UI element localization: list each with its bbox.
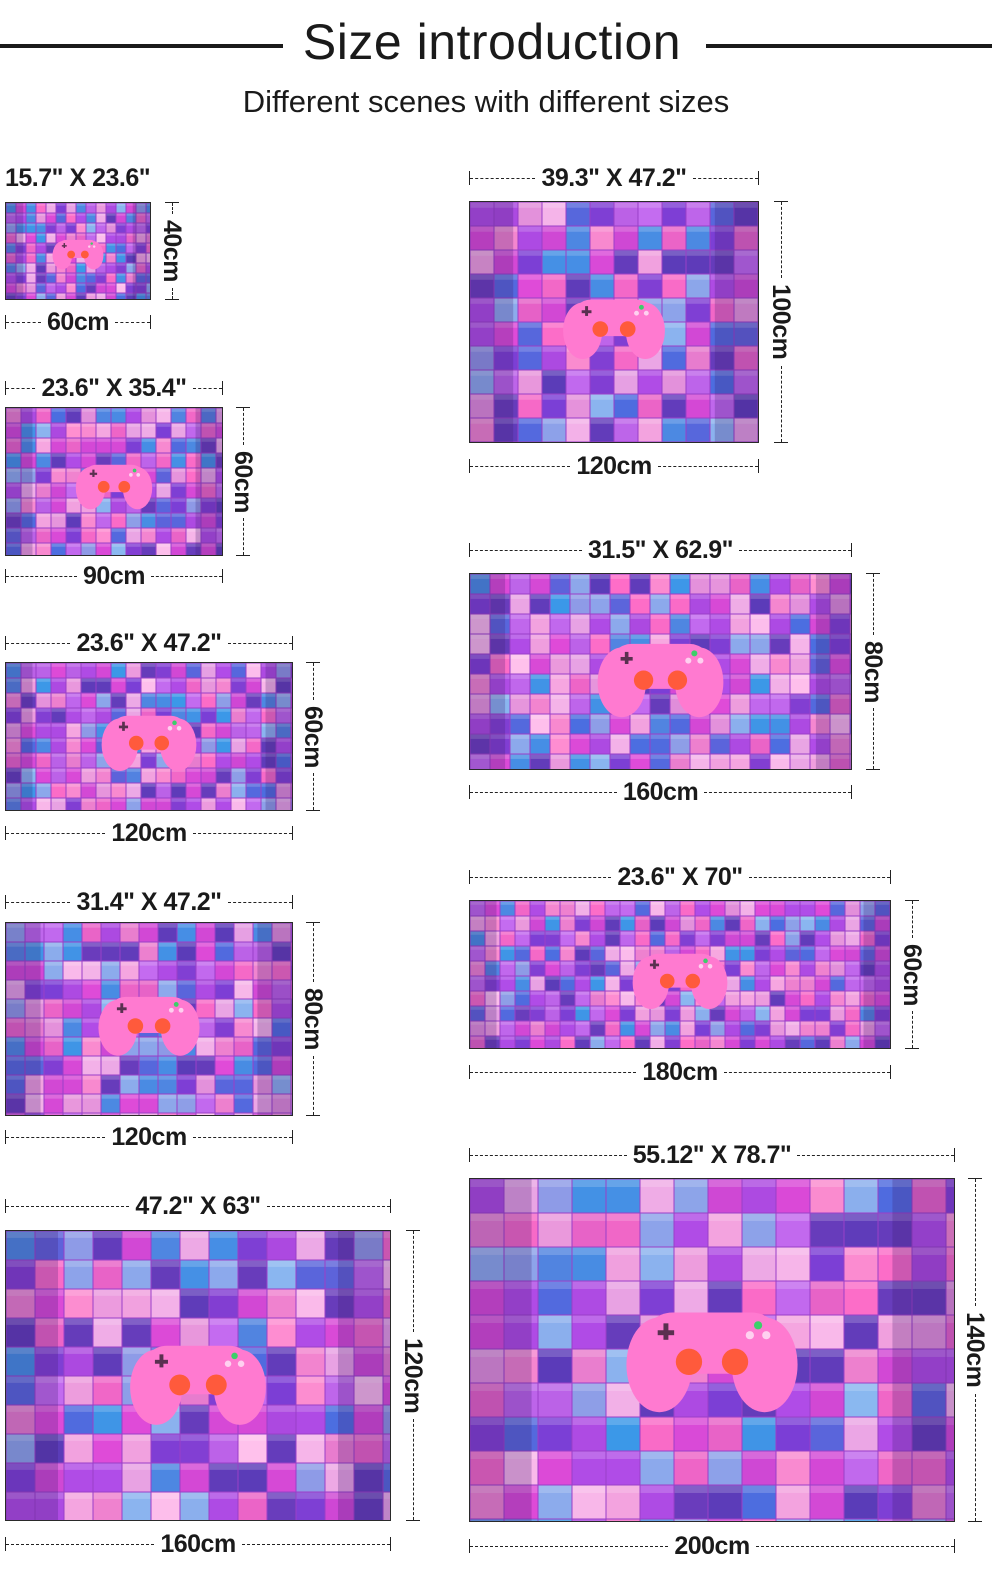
height-label: 80cm <box>299 988 327 1050</box>
width-label: 90cm <box>83 562 145 590</box>
size-card: 23.6" X 47.2" 60cm 120cm <box>5 631 335 849</box>
gamepad-icon <box>626 1312 798 1413</box>
backdrop-art <box>6 408 222 555</box>
height-label: 60cm <box>299 705 327 768</box>
backdrop-preview <box>469 900 891 1049</box>
inch-dimension: 15.7" X 23.6" <box>5 164 165 192</box>
size-card: 23.6" X 35.4" 60cm 90cm <box>5 376 265 591</box>
inch-label: 55.12" X 78.7" <box>632 1141 792 1169</box>
width-label: 200cm <box>674 1532 750 1560</box>
inch-label: 39.3" X 47.2" <box>541 164 687 192</box>
backdrop-art <box>6 1231 390 1520</box>
height-dimension: 40cm <box>158 202 186 301</box>
backdrop-preview <box>5 922 293 1116</box>
width-dimension: 160cm <box>469 778 853 806</box>
backdrop-art <box>470 901 890 1048</box>
width-label: 120cm <box>576 452 652 480</box>
width-label: 160cm <box>160 1530 236 1558</box>
size-card: 23.6" X 70" 60cm 180cm <box>469 865 939 1087</box>
backdrop-art <box>470 574 851 769</box>
backdrop-preview <box>469 201 759 443</box>
backdrop-preview <box>5 1230 391 1521</box>
width-dimension: 60cm <box>5 308 152 336</box>
inch-label: 15.7" X 23.6" <box>5 164 151 192</box>
width-label: 160cm <box>622 778 699 806</box>
height-label: 80cm <box>859 640 887 703</box>
title-right-rule <box>706 44 992 48</box>
height-dimension: 60cm <box>299 662 327 812</box>
backdrop-preview <box>469 1178 955 1522</box>
page-title: Size introduction <box>302 14 682 70</box>
height-label: 120cm <box>399 1337 427 1414</box>
gamepad-icon <box>75 464 153 510</box>
height-dimension: 120cm <box>399 1230 427 1522</box>
header: Size introduction Different scenes with … <box>0 12 1000 119</box>
width-label: 120cm <box>111 1123 187 1151</box>
backdrop-preview <box>469 573 852 770</box>
gamepad-icon <box>597 643 724 718</box>
gamepad-icon <box>563 299 665 360</box>
inch-dimension: 23.6" X 70" <box>469 863 891 891</box>
width-dimension: 120cm <box>5 1123 294 1151</box>
gamepad-icon <box>98 996 200 1056</box>
backdrop-art <box>6 923 292 1115</box>
width-label: 120cm <box>111 819 187 847</box>
height-dimension: 140cm <box>961 1178 989 1523</box>
inch-label: 31.5" X 62.9" <box>587 536 734 564</box>
backdrop-preview <box>5 662 293 811</box>
width-dimension: 90cm <box>5 562 224 590</box>
width-dimension: 120cm <box>469 452 760 480</box>
height-label: 60cm <box>898 943 926 1006</box>
width-dimension: 200cm <box>469 1532 956 1560</box>
height-dimension: 100cm <box>767 201 795 444</box>
inch-dimension: 47.2" X 63" <box>5 1192 391 1220</box>
backdrop-art <box>470 1179 954 1521</box>
inch-label: 23.6" X 35.4" <box>41 374 187 402</box>
width-dimension: 160cm <box>5 1530 392 1558</box>
inch-dimension: 31.5" X 62.9" <box>469 536 852 564</box>
gamepad-icon <box>52 239 104 270</box>
inch-dimension: 23.6" X 35.4" <box>5 374 223 402</box>
inch-dimension: 39.3" X 47.2" <box>469 164 759 192</box>
gamepad-icon <box>101 715 197 771</box>
size-card: 39.3" X 47.2" 100cm 120cm <box>469 166 809 484</box>
inch-dimension: 23.6" X 47.2" <box>5 629 293 657</box>
backdrop-art <box>470 202 758 442</box>
inch-label: 23.6" X 47.2" <box>76 629 222 657</box>
size-card: 31.4" X 47.2" 80cm 120cm <box>5 890 335 1152</box>
inch-dimension: 31.4" X 47.2" <box>5 888 293 916</box>
height-dimension: 60cm <box>898 900 926 1050</box>
height-label: 140cm <box>961 1312 989 1388</box>
height-dimension: 60cm <box>229 407 257 557</box>
inch-label: 23.6" X 70" <box>617 863 743 891</box>
height-label: 40cm <box>158 220 186 282</box>
inch-label: 47.2" X 63" <box>135 1192 261 1220</box>
width-label: 180cm <box>642 1058 718 1086</box>
gamepad-icon <box>632 953 728 1009</box>
backdrop-art <box>6 203 150 299</box>
height-label: 100cm <box>767 284 795 360</box>
size-card: 47.2" X 63" 120cm 160cm <box>5 1194 435 1564</box>
size-card: 15.7" X 23.6" 40cm 60cm <box>5 164 195 339</box>
width-dimension: 120cm <box>5 819 294 847</box>
page-subtitle: Different scenes with different sizes <box>242 84 730 119</box>
backdrop-preview <box>5 407 223 556</box>
title-left-rule <box>0 44 283 48</box>
size-card: 55.12" X 78.7" 140cm 200cm <box>469 1143 999 1568</box>
inch-label: 31.4" X 47.2" <box>76 888 222 916</box>
size-card: 31.5" X 62.9" 80cm 160cm <box>469 538 899 808</box>
inch-dimension: 55.12" X 78.7" <box>469 1141 955 1169</box>
width-dimension: 180cm <box>469 1058 892 1086</box>
height-label: 60cm <box>229 450 257 513</box>
gamepad-icon <box>130 1345 266 1425</box>
height-dimension: 80cm <box>299 922 327 1117</box>
backdrop-art <box>6 663 292 810</box>
backdrop-preview <box>5 202 151 300</box>
height-dimension: 80cm <box>859 573 887 771</box>
width-label: 60cm <box>47 308 109 336</box>
